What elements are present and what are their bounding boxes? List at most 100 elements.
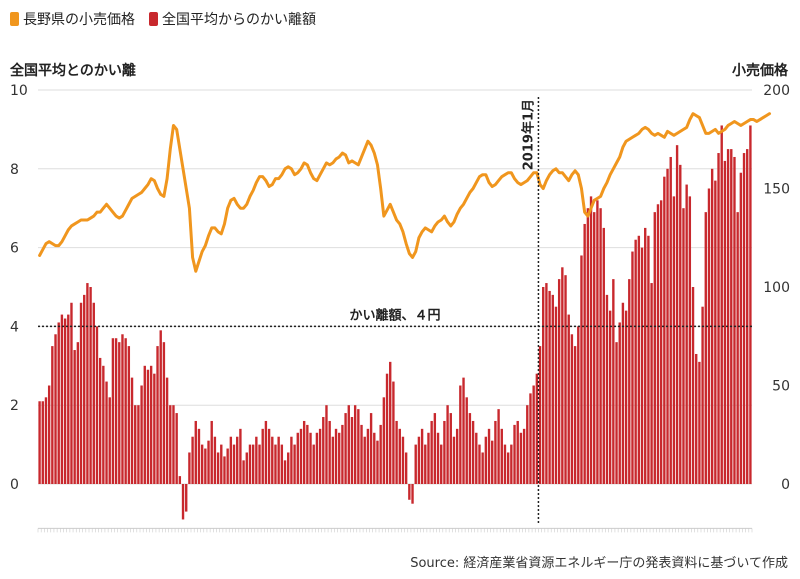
bar [293,444,296,484]
bar [347,405,350,484]
bar [497,409,500,484]
bar [140,385,143,484]
bar [417,436,421,484]
bar [149,365,153,484]
bar [736,212,739,484]
bar [500,428,503,484]
bar [92,302,95,484]
bar [420,428,424,484]
bar [586,208,590,484]
bar [618,322,621,484]
bar [54,334,57,484]
bar [484,436,488,484]
bar [746,149,749,484]
bar [258,444,261,484]
bar [698,361,701,484]
bar [369,413,373,484]
bar [398,428,401,484]
bar [290,436,293,484]
bar [430,420,433,484]
bar [596,200,599,484]
bar [200,444,204,484]
bar [76,342,80,484]
bar [178,476,182,484]
right-axis-title: 小売価格 [732,63,788,79]
bar [548,290,551,484]
bar [602,227,605,484]
bar [583,223,586,484]
bar [710,168,714,485]
bar [704,212,707,484]
bar [226,448,229,484]
bar [105,381,108,484]
bar [121,334,124,484]
left-tick-label: 0 [10,477,19,493]
bar [312,444,315,484]
bar [510,444,513,484]
bar [130,377,134,484]
bar [239,428,242,484]
bar [436,432,440,484]
bar [114,338,118,484]
bar [322,417,325,484]
bar [561,267,564,484]
bar [411,484,414,504]
bar [723,160,727,485]
bar [487,428,491,484]
bar [580,255,583,484]
bar [191,436,194,484]
bar [653,212,656,484]
left-tick-label: 8 [10,162,19,178]
bar [675,145,679,484]
bar [261,428,264,484]
bar [86,283,89,484]
bar [127,346,131,484]
bar [449,413,452,484]
bar [516,420,519,484]
bar [79,302,83,484]
price-line [38,112,772,273]
bar [363,436,366,484]
bar [67,314,70,484]
bar [287,452,290,484]
legend-item-price: 長野県の小売価格 [10,9,135,29]
bar [60,314,64,484]
bar [542,287,545,484]
bar [204,448,207,484]
bar [216,452,220,484]
legend-item-gap: 全国平均からのかい離額 [149,9,316,29]
bar [688,196,692,484]
bar [271,436,274,484]
legend-label-gap: 全国平均からのかい離額 [162,12,316,28]
bar [471,420,475,484]
bar [274,444,277,484]
bar [545,283,548,484]
right-tick-label: 50 [772,379,790,395]
bar [608,310,612,484]
bar [172,405,175,484]
bar [229,436,233,484]
bar [593,212,596,484]
bar [691,287,695,484]
bar [242,460,245,484]
bar [634,239,637,484]
legend-swatch-price [10,12,19,26]
gap-4yen-label: かい離額、４円 [349,307,440,323]
bar [70,302,73,484]
bar [650,283,653,484]
bar [717,153,720,485]
right-tick-label: 150 [763,182,790,198]
bar [38,401,41,484]
bar [532,385,535,484]
legend-label-price: 長野県の小売価格 [23,12,135,28]
bar [385,373,389,484]
bar [682,208,685,484]
bar [589,196,593,484]
left-tick-label: 2 [10,398,19,414]
bar [350,417,354,484]
legend: 長野県の小売価格 全国平均からのかい離額 [10,9,316,29]
bar [730,149,733,484]
bar [526,405,529,484]
bar [207,440,210,484]
